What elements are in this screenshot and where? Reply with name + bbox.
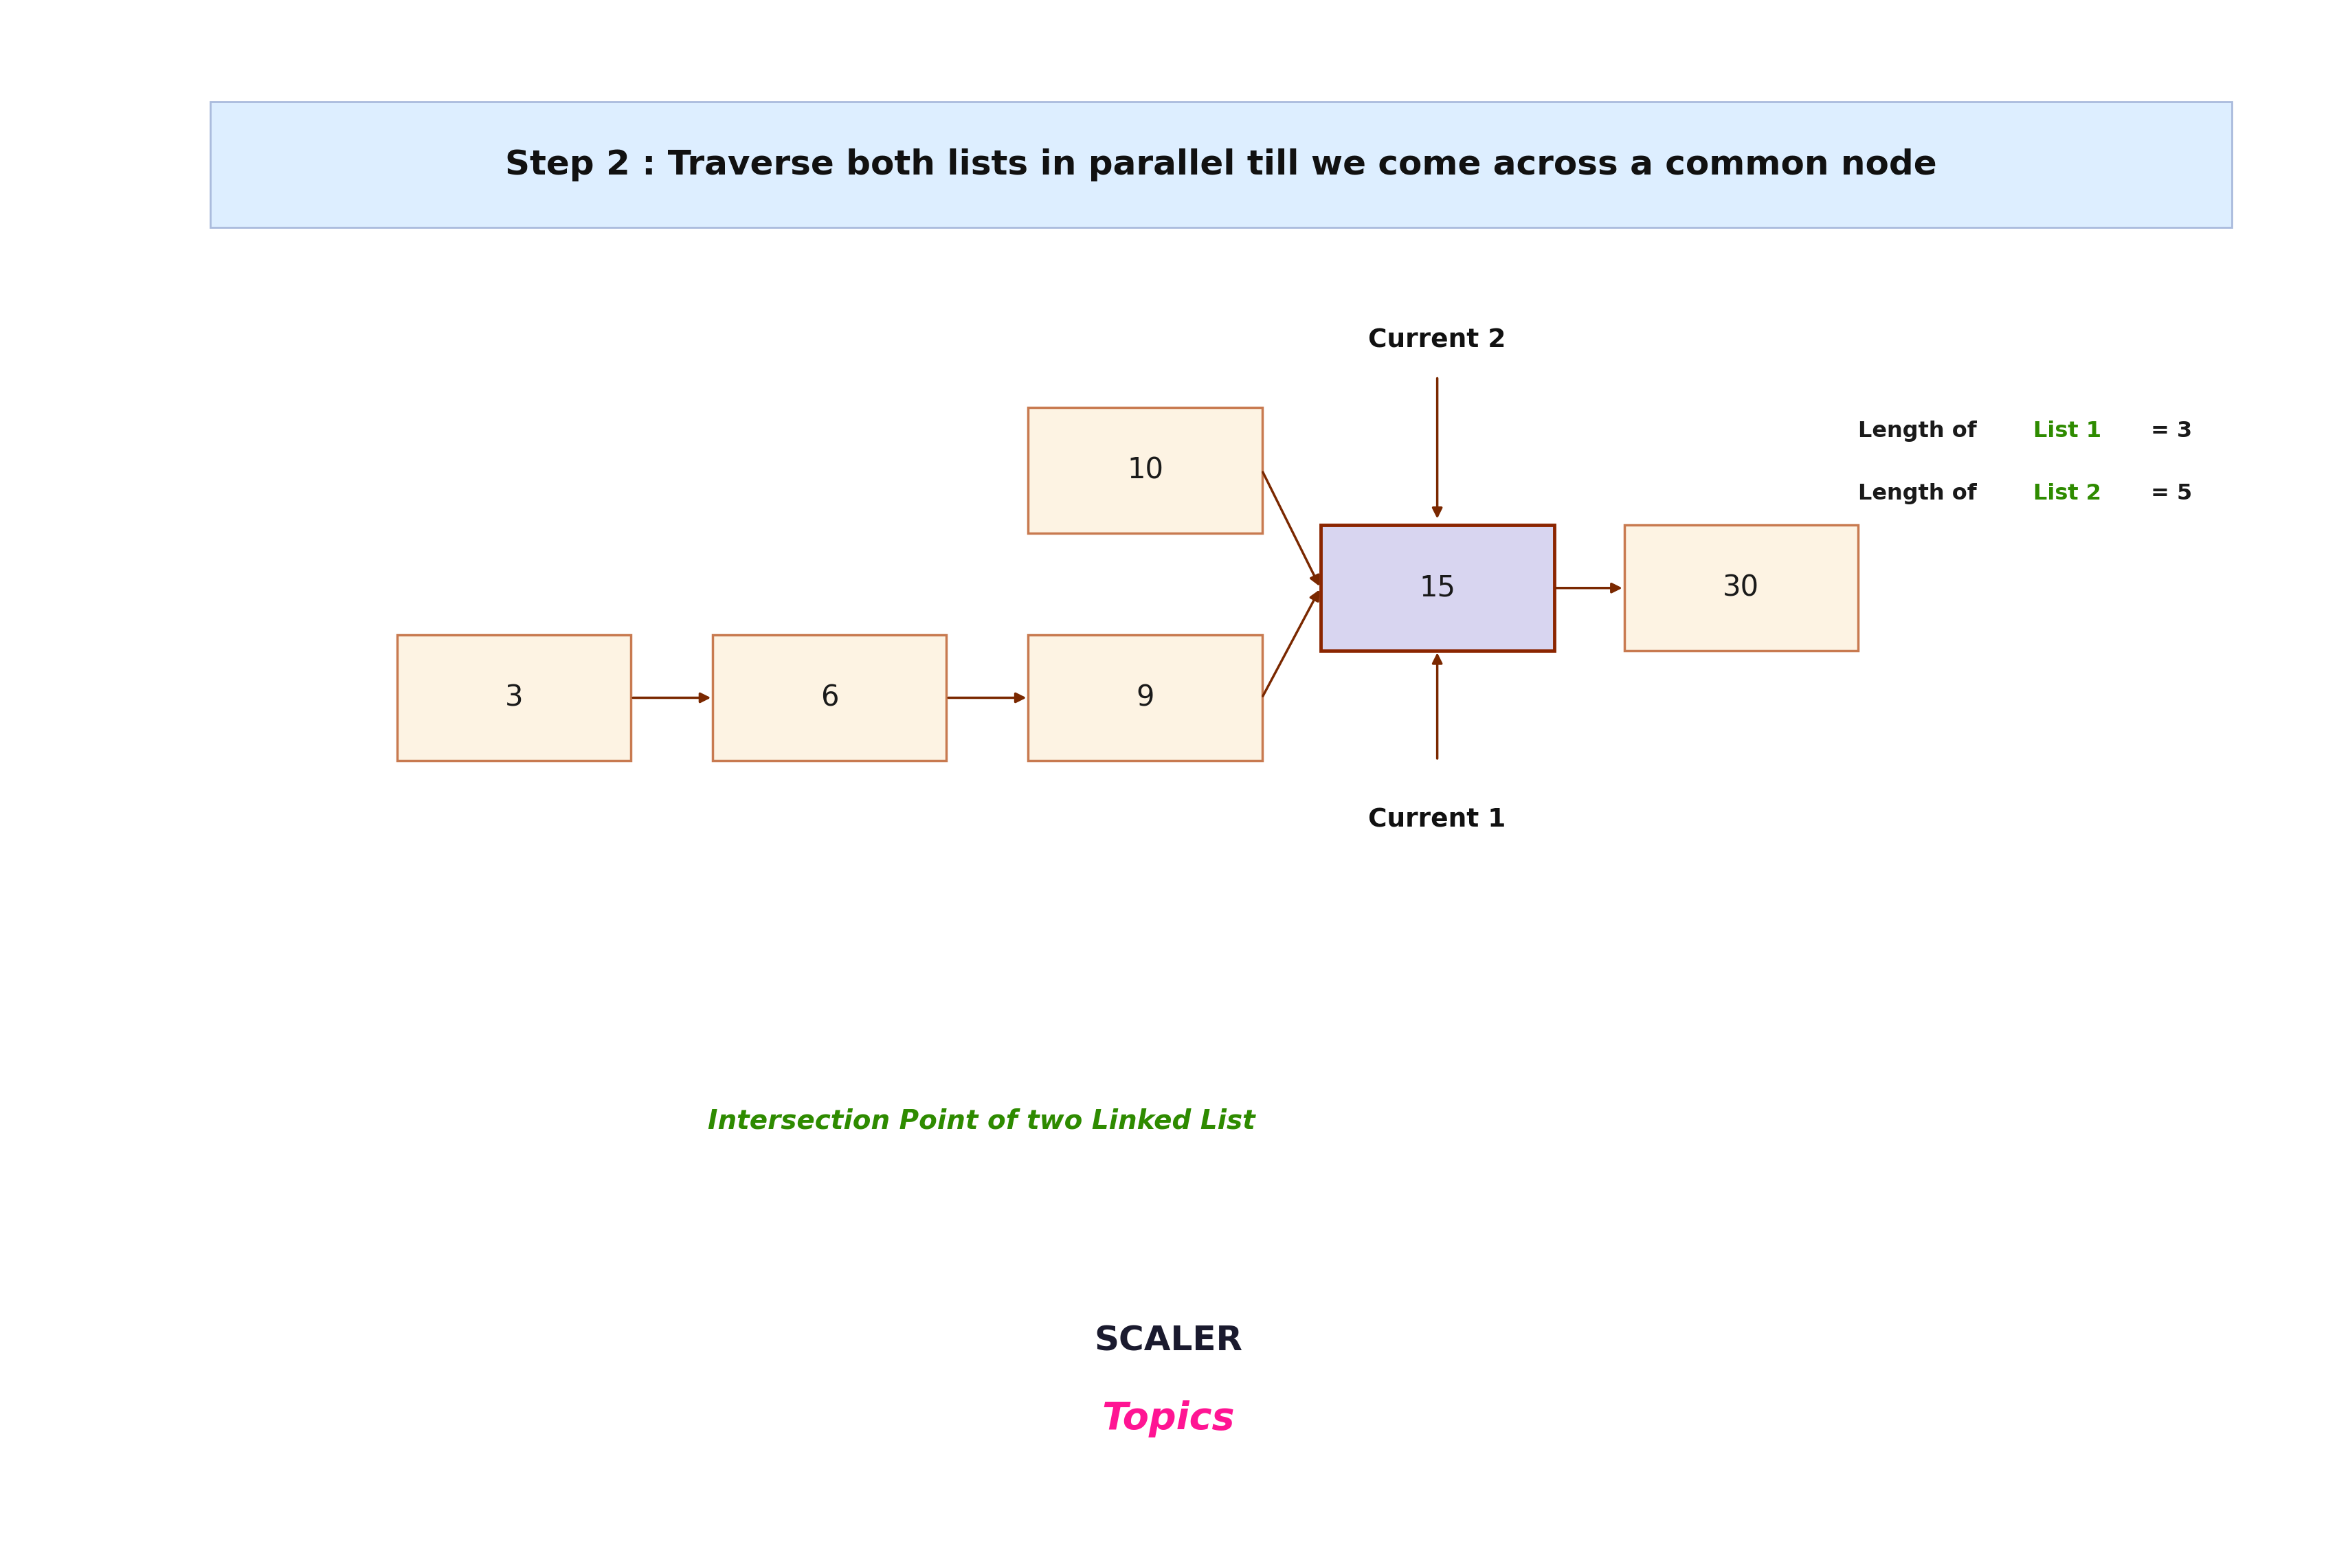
Text: = 3: = 3	[2143, 420, 2192, 442]
Text: Length of: Length of	[1858, 483, 1984, 505]
Text: 3: 3	[505, 684, 523, 712]
Text: 6: 6	[820, 684, 839, 712]
FancyBboxPatch shape	[1028, 635, 1262, 760]
Text: = 5: = 5	[2143, 483, 2192, 505]
Text: 9: 9	[1136, 684, 1154, 712]
Text: Current 1: Current 1	[1369, 808, 1505, 833]
Text: List 1: List 1	[2033, 420, 2101, 442]
Text: Intersection Point of two Linked List: Intersection Point of two Linked List	[708, 1109, 1255, 1134]
FancyBboxPatch shape	[397, 635, 631, 760]
Text: 10: 10	[1126, 456, 1164, 485]
Text: Current 2: Current 2	[1369, 328, 1505, 353]
FancyBboxPatch shape	[210, 102, 2232, 227]
Text: 15: 15	[1419, 574, 1456, 602]
Text: List 2: List 2	[2033, 483, 2101, 505]
Text: Length of: Length of	[1858, 420, 1984, 442]
Text: Topics: Topics	[1103, 1400, 1234, 1438]
Text: 30: 30	[1722, 574, 1760, 602]
FancyBboxPatch shape	[1624, 525, 1858, 651]
FancyBboxPatch shape	[1320, 525, 1554, 651]
Text: SCALER: SCALER	[1094, 1323, 1243, 1358]
FancyBboxPatch shape	[713, 635, 946, 760]
FancyBboxPatch shape	[1028, 408, 1262, 533]
Text: Step 2 : Traverse both lists in parallel till we come across a common node: Step 2 : Traverse both lists in parallel…	[505, 147, 1937, 182]
